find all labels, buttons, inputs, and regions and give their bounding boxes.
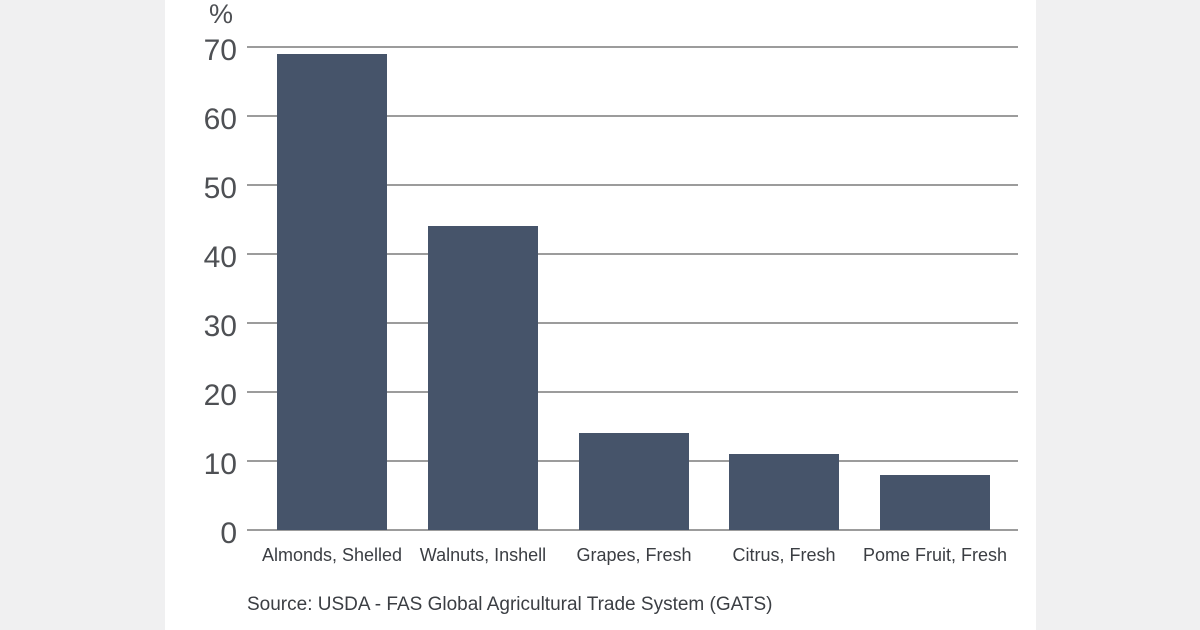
y-tick-label: 0	[220, 517, 237, 550]
y-tick-label: 60	[203, 103, 237, 136]
gridline-20	[247, 391, 1018, 393]
gridline-70	[247, 46, 1018, 48]
bar-1	[277, 53, 387, 530]
x-category-label: Almonds, Shelled	[261, 545, 403, 565]
bar-2	[428, 226, 538, 530]
chart-card: % 70 60 50 40 30 20 10 0 Almonds, Shelled Walnut…	[165, 0, 1036, 630]
gridline-50	[247, 184, 1018, 186]
gridline-60	[247, 115, 1018, 117]
y-axis-unit-label: %	[209, 0, 234, 29]
y-tick-label: 50	[203, 172, 237, 205]
source-note: Source: USDA - FAS Global Agricultural T…	[247, 594, 773, 615]
y-tick-label: 10	[203, 448, 237, 481]
bar-5	[880, 474, 990, 530]
x-category-label: Pome Fruit, Fresh	[862, 545, 1008, 565]
x-category-label: Grapes, Fresh	[576, 545, 692, 565]
y-tick-label: 20	[203, 379, 237, 412]
y-tick-label: 70	[203, 34, 237, 67]
x-category-label: Citrus, Fresh	[732, 545, 836, 565]
x-category-label: Walnuts, Inshell	[419, 545, 547, 565]
gridline-0	[247, 529, 1018, 531]
bar-chart: % 70 60 50 40 30 20 10 0 Almonds, Shelled Walnut…	[165, 0, 1036, 630]
gridline-30	[247, 322, 1018, 324]
y-tick-label: 30	[203, 310, 237, 343]
bar-4	[729, 454, 839, 530]
gridline-40	[247, 253, 1018, 255]
y-tick-label: 40	[203, 241, 237, 274]
bar-3	[579, 433, 689, 530]
